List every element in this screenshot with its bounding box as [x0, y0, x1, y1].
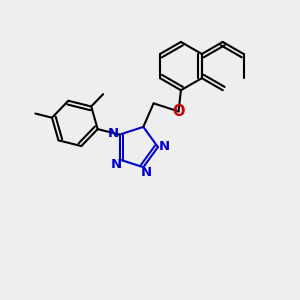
Text: N: N — [108, 127, 119, 140]
Text: N: N — [141, 166, 152, 179]
Text: N: N — [111, 158, 122, 171]
Text: O: O — [172, 104, 185, 119]
Text: N: N — [159, 140, 170, 153]
